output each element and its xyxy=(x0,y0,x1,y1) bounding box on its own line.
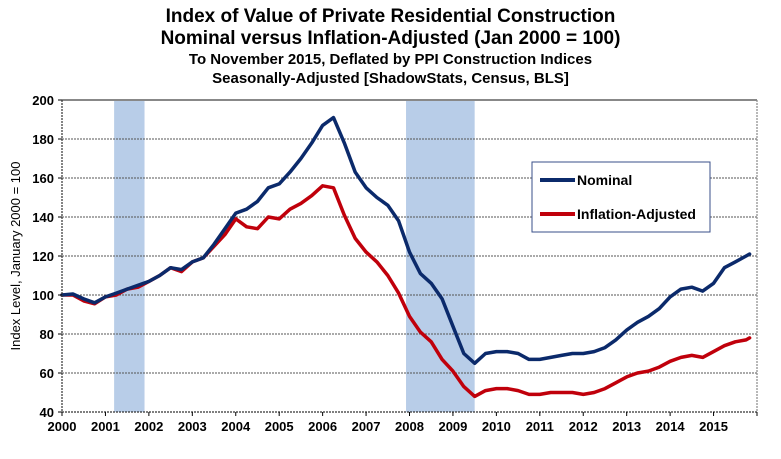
chart-title: Index of Value of Private Residential Co… xyxy=(165,6,616,27)
chart-subtitle-2: To November 2015, Deflated by PPI Constr… xyxy=(188,51,593,68)
x-tick-label: 2004 xyxy=(221,419,251,434)
x-tick-label: 2011 xyxy=(526,419,554,434)
x-tick-label: 2002 xyxy=(134,419,163,434)
y-tick-label: 200 xyxy=(32,93,54,108)
x-tick-label: 2015 xyxy=(699,419,728,434)
y-tick-label: 140 xyxy=(32,210,54,225)
legend: Nominal Inflation-Adjusted xyxy=(531,161,711,233)
y-tick-label: 40 xyxy=(40,405,54,420)
series-line-nominal xyxy=(60,115,752,366)
y-tick-label: 120 xyxy=(32,249,54,264)
x-tick-label: 2005 xyxy=(265,419,294,434)
x-tick-label: 2009 xyxy=(438,419,467,434)
legend-box xyxy=(531,161,711,233)
chart-subtitle-3: Seasonally-Adjusted [ShadowStats, Census… xyxy=(212,70,569,87)
y-tick-label: 80 xyxy=(40,327,54,342)
x-tick-label: 2008 xyxy=(395,419,424,434)
y-tick-label: 160 xyxy=(32,171,54,186)
x-tick-label: 2012 xyxy=(569,419,598,434)
chart-subtitle-1: Nominal versus Inflation-Adjusted (Jan 2… xyxy=(160,28,621,49)
x-tick-label: 2003 xyxy=(178,419,207,434)
legend-label-nominal: Nominal xyxy=(577,172,632,188)
x-tick-label: 2000 xyxy=(48,419,77,434)
x-tick-label: 2001 xyxy=(91,419,120,434)
axes: 40 60 80 100 120 140 160 180 200 2000 2001 2002 2003… xyxy=(32,93,758,434)
y-axis-label: Index Level, January 2000 = 100 xyxy=(8,161,23,350)
y-tick-label: 60 xyxy=(40,366,54,381)
x-tick-label: 2010 xyxy=(482,419,511,434)
x-tick-label: 2006 xyxy=(308,419,337,434)
y-tick-label: 100 xyxy=(32,288,54,303)
x-tick-label: 2007 xyxy=(352,419,381,434)
x-tick-label: 2013 xyxy=(612,419,641,434)
x-tick-label: 2014 xyxy=(656,419,686,434)
y-tick-label: 180 xyxy=(32,132,54,147)
series-lines xyxy=(60,115,752,399)
legend-label-inflation-adjusted: Inflation-Adjusted xyxy=(577,206,696,222)
